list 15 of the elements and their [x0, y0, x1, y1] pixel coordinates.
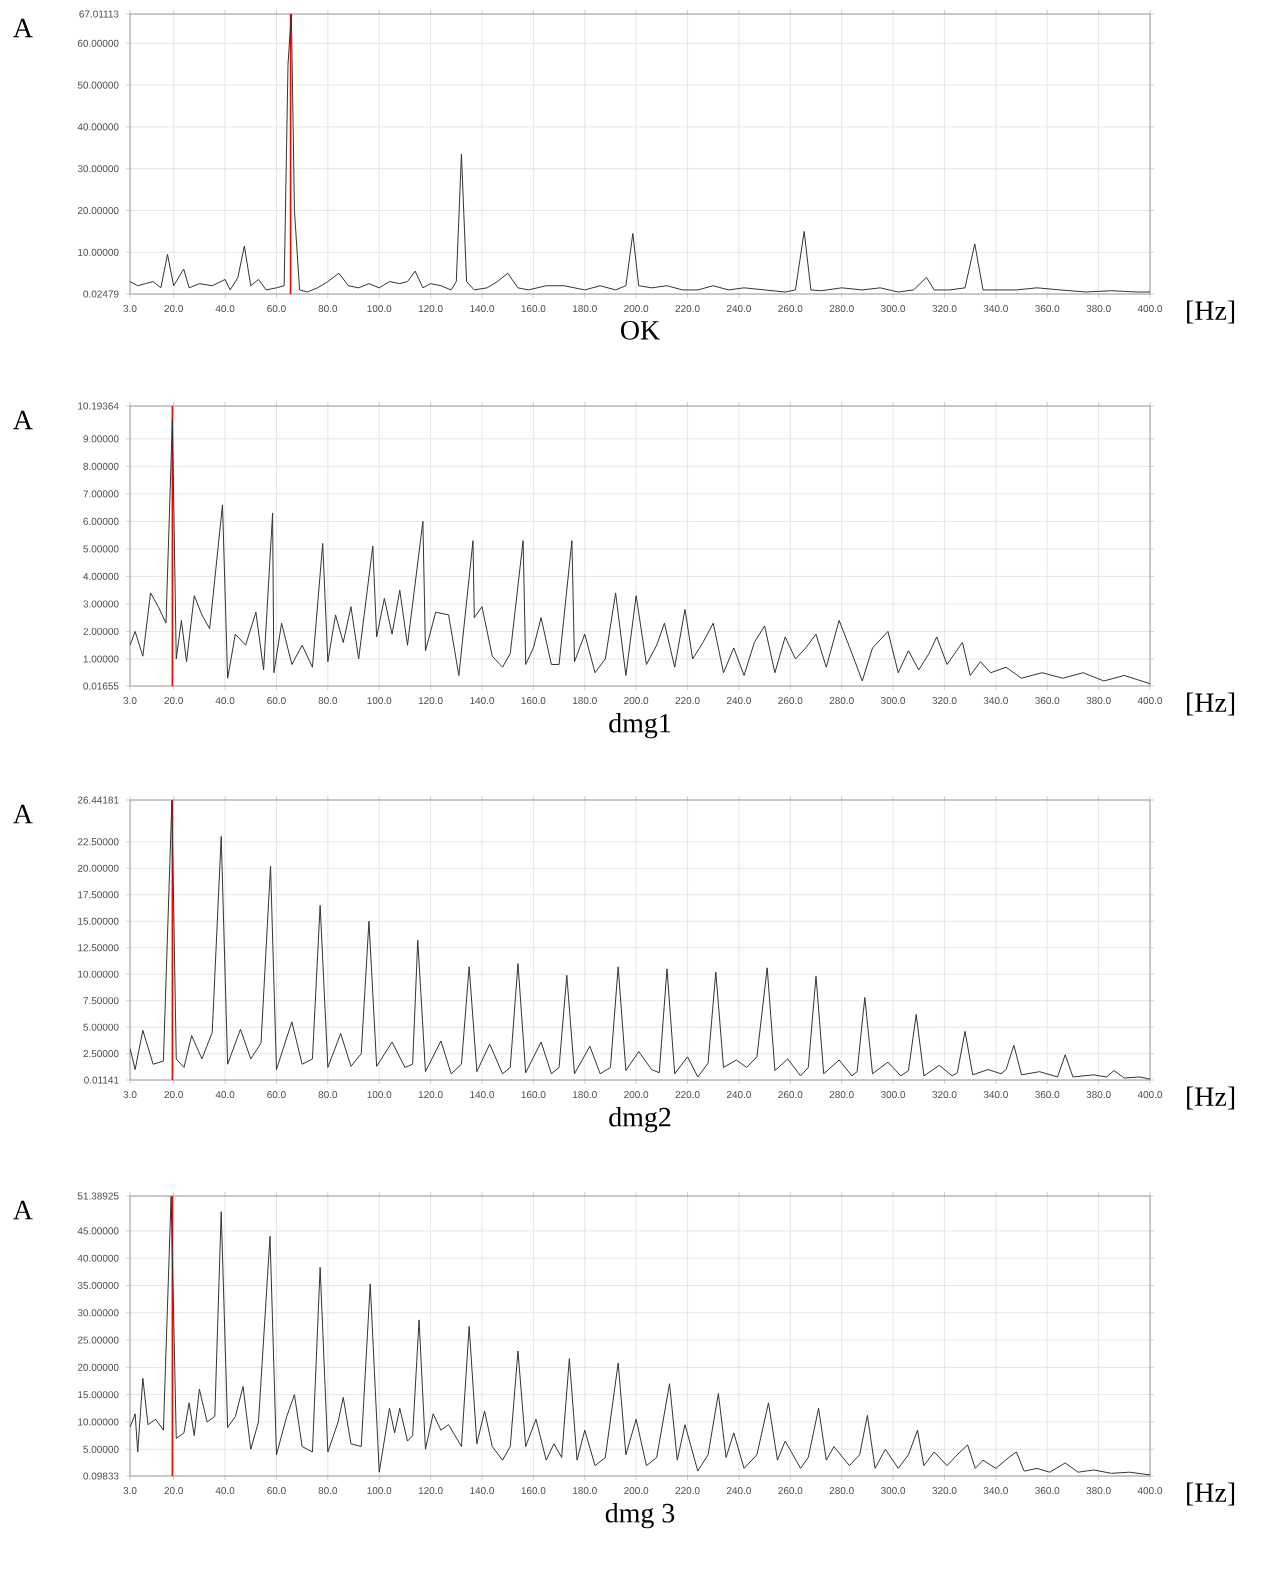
y-axis-title: A	[13, 410, 33, 430]
text: OK	[621, 320, 660, 340]
x-axis-title: [Hz]	[1187, 692, 1235, 716]
line-series	[130, 1196, 1151, 1476]
x-axis-title: [Hz]	[1187, 1086, 1235, 1110]
y-axis-title: A	[13, 1200, 33, 1220]
line-series	[130, 419, 1151, 685]
y-axis-title: A	[13, 804, 33, 824]
x-axis-title: [Hz]	[1187, 1482, 1235, 1506]
text: dmg1	[609, 712, 671, 739]
text: dmg2	[609, 1106, 671, 1133]
y-axis-title: A	[13, 18, 33, 38]
text: dmg 3	[605, 1502, 675, 1529]
line-series	[130, 800, 1151, 1080]
x-axis-title: [Hz]	[1187, 300, 1235, 324]
